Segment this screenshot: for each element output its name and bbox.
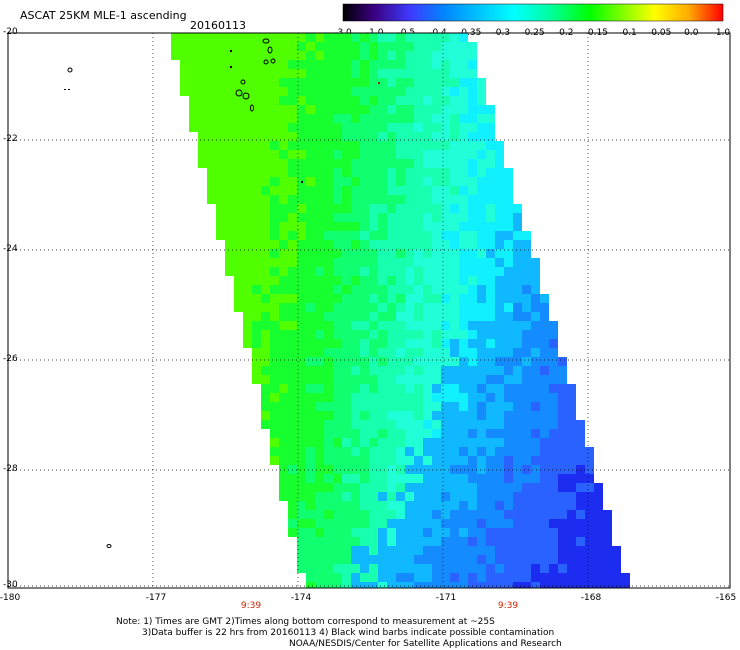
longitude-label: -180 <box>0 593 21 603</box>
island-dots <box>64 50 380 183</box>
longitude-label: -165 <box>715 593 737 603</box>
latitude-label: -28 <box>3 464 18 474</box>
latitude-label: -26 <box>3 354 18 364</box>
note-line-2: 3)Data buffer is 22 hrs from 20160113 4)… <box>142 628 555 638</box>
latitude-label: -22 <box>3 134 18 144</box>
map-frame <box>7 32 731 589</box>
note-line-3: NOAA/NESDIS/Center for Satellite Applica… <box>289 639 562 649</box>
longitude-label: -174 <box>290 593 312 603</box>
swath-data <box>171 33 630 588</box>
latitude-label: -24 <box>3 244 18 254</box>
longitude-label: -177 <box>145 593 167 603</box>
longitude-label: -168 <box>580 593 602 603</box>
map-date: 20160113 <box>190 19 246 32</box>
time-label: 9:39 <box>497 601 519 611</box>
colorbar <box>342 3 724 22</box>
map-title: ASCAT 25KM MLE-1 ascending <box>20 9 187 22</box>
longitude-label: -171 <box>435 593 457 603</box>
graticule <box>8 33 730 588</box>
island-outlines <box>67 38 276 548</box>
colorbar-gradient <box>342 3 724 22</box>
note-line-1: Note: 1) Times are GMT 2)Times along bot… <box>116 617 495 627</box>
latitude-label: -20 <box>3 27 18 37</box>
latitude-label: -30 <box>3 580 18 590</box>
time-label: 9:39 <box>240 601 262 611</box>
